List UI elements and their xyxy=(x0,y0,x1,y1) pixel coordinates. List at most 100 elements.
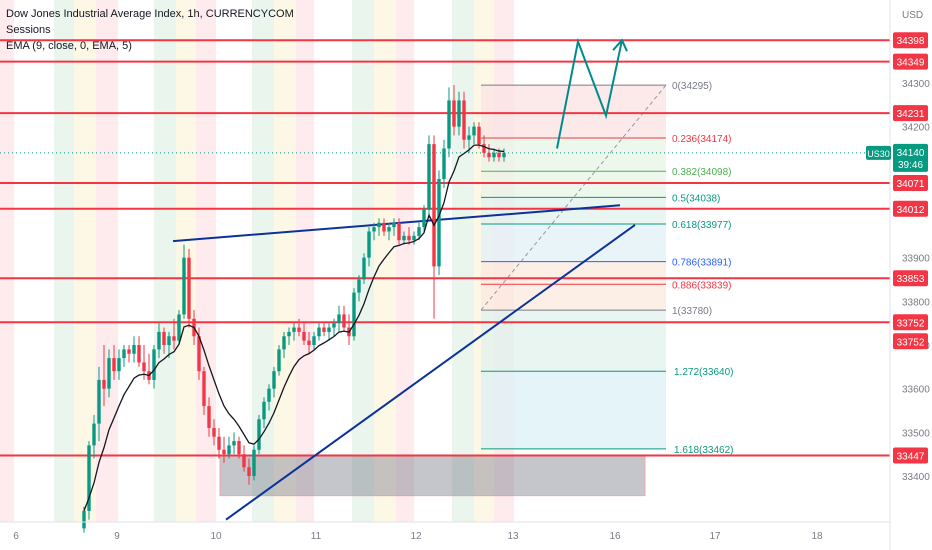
candle-body[interactable] xyxy=(342,314,346,328)
candle-body[interactable] xyxy=(377,222,381,228)
candle-body[interactable] xyxy=(432,144,436,267)
candle-body[interactable] xyxy=(397,222,401,241)
candle-body[interactable] xyxy=(267,388,271,402)
candle-body[interactable] xyxy=(467,135,471,140)
candle-body[interactable] xyxy=(242,454,246,468)
candle-body[interactable] xyxy=(422,209,426,228)
candle-body[interactable] xyxy=(497,152,501,158)
candle-body[interactable] xyxy=(162,331,166,345)
projection-path[interactable] xyxy=(556,37,623,149)
current-price-badge xyxy=(893,143,928,172)
candle-body[interactable] xyxy=(482,144,486,153)
candle-body[interactable] xyxy=(387,227,391,232)
candle-body[interactable] xyxy=(232,441,236,446)
candle-body[interactable] xyxy=(477,126,481,145)
candle-body[interactable] xyxy=(382,222,386,232)
candle-body[interactable] xyxy=(502,152,506,158)
candle-body[interactable] xyxy=(227,445,231,455)
candle-body[interactable] xyxy=(457,100,461,127)
candle-body[interactable] xyxy=(302,331,306,341)
demand-zone-box[interactable] xyxy=(219,454,646,497)
candle-body[interactable] xyxy=(412,235,416,241)
candle-body[interactable] xyxy=(317,327,321,337)
candle-body[interactable] xyxy=(82,510,86,529)
ema-indicator-label[interactable]: EMA (9, close, 0, EMA, 5) xyxy=(6,40,132,52)
candle-body[interactable] xyxy=(137,345,141,363)
candle-body[interactable] xyxy=(107,358,111,389)
candle-body[interactable] xyxy=(352,292,356,337)
candle-body[interactable] xyxy=(337,314,341,324)
candle-body[interactable] xyxy=(157,331,161,350)
support-trendline[interactable] xyxy=(225,224,636,521)
candle-body[interactable] xyxy=(127,349,131,354)
candle-body[interactable] xyxy=(237,441,241,455)
candle-body[interactable] xyxy=(132,345,136,354)
price-tick-label: 33600 xyxy=(902,385,930,396)
candle-body[interactable] xyxy=(102,379,106,389)
candle-body[interactable] xyxy=(177,314,181,341)
candle-body[interactable] xyxy=(112,358,116,372)
candle-body[interactable] xyxy=(87,445,91,511)
candle-body[interactable] xyxy=(212,427,216,437)
candle-body[interactable] xyxy=(97,379,101,424)
candle-body[interactable] xyxy=(452,100,456,127)
sessions-indicator-label[interactable]: Sessions xyxy=(6,24,51,36)
candle-body[interactable] xyxy=(392,222,396,228)
candle-body[interactable] xyxy=(187,257,191,319)
candle-body[interactable] xyxy=(287,331,291,337)
candle-body[interactable] xyxy=(197,336,201,372)
candle-body[interactable] xyxy=(447,100,451,149)
candle-body[interactable] xyxy=(357,279,361,293)
candle-body[interactable] xyxy=(472,126,476,136)
candle-body[interactable] xyxy=(332,323,336,328)
candle-body[interactable] xyxy=(402,235,406,241)
candle-body[interactable] xyxy=(182,257,186,315)
candle-body[interactable] xyxy=(362,257,366,280)
candle-body[interactable] xyxy=(307,340,311,345)
candle-body[interactable] xyxy=(367,231,371,258)
candle-body[interactable] xyxy=(257,419,261,450)
fib-zone xyxy=(481,171,666,198)
candle-body[interactable] xyxy=(487,152,491,158)
candle-body[interactable] xyxy=(272,371,276,389)
candle-body[interactable] xyxy=(262,401,266,420)
candle-body[interactable] xyxy=(427,144,431,210)
session-stripe xyxy=(0,0,14,522)
resistance-trendline[interactable] xyxy=(172,204,621,243)
candle-body[interactable] xyxy=(122,349,126,359)
session-stripe xyxy=(374,0,396,522)
candle-body[interactable] xyxy=(417,227,421,236)
candle-body[interactable] xyxy=(247,467,251,476)
candle-body[interactable] xyxy=(217,436,221,450)
candle-body[interactable] xyxy=(92,423,96,446)
candle-body[interactable] xyxy=(297,327,301,332)
candle-body[interactable] xyxy=(207,406,211,428)
candle-body[interactable] xyxy=(252,449,256,476)
candle-body[interactable] xyxy=(407,235,411,241)
candle-body[interactable] xyxy=(292,327,296,332)
candle-body[interactable] xyxy=(327,327,331,332)
candle-body[interactable] xyxy=(172,336,176,341)
candle-body[interactable] xyxy=(167,336,171,345)
candle-body[interactable] xyxy=(277,349,281,372)
session-stripe xyxy=(176,0,196,522)
session-stripe xyxy=(74,0,96,522)
candle-body[interactable] xyxy=(142,362,146,372)
candle-body[interactable] xyxy=(202,371,206,407)
fib-level-label: 0(34295) xyxy=(672,81,712,92)
candle-body[interactable] xyxy=(117,358,121,372)
candle-body[interactable] xyxy=(442,148,446,180)
candle-body[interactable] xyxy=(492,152,496,158)
candle-body[interactable] xyxy=(372,227,376,232)
candle-body[interactable] xyxy=(152,349,156,380)
candle-body[interactable] xyxy=(222,449,226,455)
price-tick-label: 33900 xyxy=(902,254,930,265)
candle-body[interactable] xyxy=(312,336,316,345)
candle-body[interactable] xyxy=(437,179,441,267)
candle-body[interactable] xyxy=(282,336,286,350)
session-stripe xyxy=(452,0,474,522)
candle-body[interactable] xyxy=(462,100,466,140)
candle-body[interactable] xyxy=(322,327,326,332)
session-stripe xyxy=(154,0,176,522)
